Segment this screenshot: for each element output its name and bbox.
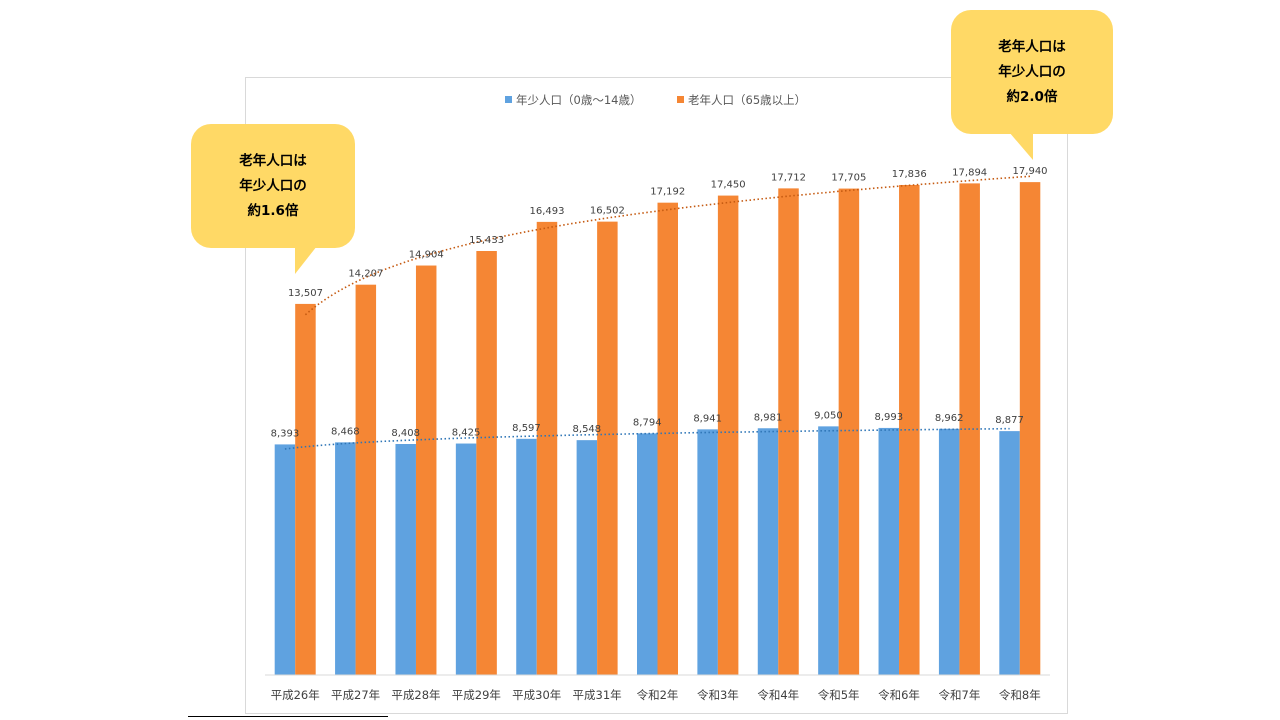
data-label-elderly: 15,433	[469, 235, 504, 246]
x-tick-label: 平成31年	[573, 688, 622, 702]
legend-label-young: 年少人口（0歳～14歳）	[516, 93, 641, 107]
bar-elderly-population	[476, 250, 497, 675]
bar-elderly-population	[717, 195, 739, 675]
bar-young-population	[878, 427, 900, 675]
callout-ratio-start: 老年人口は 年少人口の 約1.6倍	[191, 124, 355, 274]
bar-young-population	[455, 443, 477, 675]
x-tick-label: 平成29年	[452, 688, 501, 702]
legend: 年少人口（0歳～14歳） 老年人口（65歳以上）	[505, 93, 806, 107]
bar-young-population	[697, 429, 718, 675]
data-label-young: 9,050	[814, 410, 843, 421]
bar-elderly-population	[536, 221, 558, 675]
x-tick-label: 平成27年	[331, 688, 380, 702]
bar-young-population	[576, 440, 598, 675]
bar-young-population	[395, 444, 416, 675]
data-label-elderly: 14,904	[409, 250, 444, 261]
x-tick-label: 令和2年	[637, 688, 679, 702]
data-label-elderly: 13,507	[288, 288, 323, 299]
divider	[188, 716, 388, 717]
population-bar-chart: 年少人口（0歳～14歳） 老年人口（65歳以上） 8,393 8,468 8,408…	[265, 93, 1050, 702]
data-label-elderly: 17,894	[952, 167, 987, 178]
x-tick-label: 平成26年	[271, 688, 320, 702]
x-tick-label: 平成28年	[391, 688, 440, 702]
data-label-elderly: 14,207	[348, 269, 383, 280]
bar-young-population	[516, 438, 537, 675]
bar-elderly-population	[597, 221, 618, 675]
trendline-young	[284, 427, 1010, 450]
x-tick-label: 令和8年	[999, 688, 1041, 702]
bar-elderly-population	[838, 188, 860, 675]
data-label-young: 8,962	[935, 413, 964, 424]
callout-line: 約1.6倍	[247, 202, 299, 219]
bar-young-population	[818, 426, 839, 675]
x-tick-label: 令和5年	[818, 688, 860, 702]
data-label-young: 8,794	[633, 417, 662, 428]
bar-elderly-population	[1019, 182, 1041, 675]
x-tick-label: 平成30年	[512, 688, 561, 702]
data-label-elderly: 17,450	[711, 180, 746, 191]
bar-young-population	[757, 428, 779, 675]
bar-young-population	[938, 428, 960, 675]
data-label-young: 8,981	[754, 412, 783, 423]
callout-line: 年少人口の	[239, 177, 307, 194]
data-label-elderly: 17,192	[650, 187, 685, 198]
legend-swatch-young	[505, 96, 512, 103]
bar-elderly-population	[657, 202, 678, 675]
callout-ratio-end: 老年人口は 年少人口の 約2.0倍	[951, 10, 1113, 160]
data-label-elderly: 16,493	[529, 206, 564, 217]
data-label-young: 8,468	[331, 426, 360, 437]
data-label-young: 8,941	[693, 413, 722, 424]
data-label-elderly: 17,940	[1013, 166, 1048, 177]
bar-elderly-population	[295, 303, 316, 675]
data-label-elderly: 16,502	[590, 206, 625, 217]
data-label-young: 8,548	[573, 424, 602, 435]
bar-young-population	[274, 444, 296, 675]
data-label-elderly: 17,712	[771, 172, 806, 183]
data-label-young: 8,408	[391, 428, 420, 439]
trendline-elderly	[304, 175, 1031, 316]
callout-line: 老年人口は	[998, 38, 1066, 55]
data-label-young: 8,425	[452, 428, 481, 439]
data-label-young: 8,993	[874, 412, 903, 423]
callout-line: 年少人口の	[998, 63, 1066, 80]
data-label-young: 8,597	[512, 423, 541, 434]
data-label-young: 8,393	[271, 428, 300, 439]
chart-area: 年少人口（0歳～14歳） 老年人口（65歳以上） 8,393 8,468 8,408…	[245, 77, 1068, 714]
data-label-elderly: 17,836	[892, 169, 927, 180]
bar-elderly-population	[415, 265, 437, 675]
x-tick-label: 令和3年	[697, 688, 739, 702]
x-tick-label: 令和4年	[757, 688, 799, 702]
bar-young-population	[335, 442, 356, 675]
legend-label-elderly: 老年人口（65歳以上）	[688, 93, 806, 107]
bar-elderly-population	[355, 284, 377, 675]
bar-young-population	[999, 431, 1020, 675]
legend-swatch-elderly	[677, 96, 684, 103]
callout-line: 約2.0倍	[1006, 88, 1058, 105]
callout-line: 老年人口は	[239, 152, 307, 169]
data-label-young: 8,877	[995, 415, 1024, 426]
x-tick-label: 令和6年	[878, 688, 920, 702]
data-label-elderly: 17,705	[831, 173, 866, 184]
bar-young-population	[637, 433, 658, 675]
x-tick-label: 令和7年	[939, 688, 981, 702]
